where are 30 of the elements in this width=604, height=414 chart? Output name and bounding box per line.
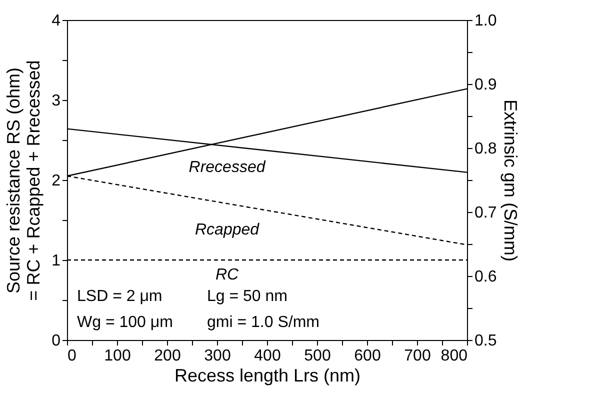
x-tick-label: 700	[404, 348, 431, 364]
y-tick-label: 1	[52, 252, 61, 270]
annotation: Rrecessed	[188, 159, 266, 176]
x-tick-label: 300	[204, 348, 231, 364]
x-tick-label: 100	[104, 348, 131, 364]
annotation: LSD = 2 μm	[77, 288, 162, 305]
annotation: Rcapped	[194, 222, 260, 239]
x-tick-label: 0	[68, 348, 76, 364]
y2-tick-label: 0.7	[474, 204, 497, 222]
y-axis-title: Source resistance RS (ohm) = RC + Rcapped + Rrecessed	[4, 60, 44, 301]
x-tick-label: 200	[154, 348, 181, 364]
annotation: gmi = 1.0 S/mm	[207, 314, 320, 331]
y-tick-label: 0	[52, 332, 61, 350]
y2-tick-label: 0.8	[474, 140, 497, 158]
y2-tick-label: 1.0	[474, 12, 497, 30]
annotation: Lg = 50 nm	[207, 288, 288, 305]
x-tick-label: 400	[254, 348, 281, 364]
x-tick-label: 500	[304, 348, 331, 364]
y2-tick-label: 0.9	[474, 76, 497, 94]
y2-tick-label: 0.6	[474, 268, 497, 286]
y2-axis-title: Extrinsic gm (S/mm)	[500, 100, 521, 262]
y2-tick-label: 0.5	[474, 332, 497, 350]
annotation: RC	[215, 266, 239, 284]
y-tick-label: 4	[52, 12, 61, 30]
x-tick-label: 800	[440, 348, 468, 364]
x-tick-label: 600	[354, 348, 381, 364]
x-axis-title: Recess length Lrs (nm)	[174, 366, 361, 386]
y-tick-label: 2	[52, 172, 61, 190]
y-tick-label: 3	[52, 92, 61, 110]
annotation: Wg = 100 μm	[77, 314, 173, 331]
